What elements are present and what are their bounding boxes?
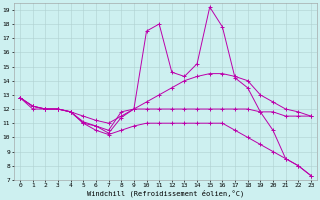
X-axis label: Windchill (Refroidissement éolien,°C): Windchill (Refroidissement éolien,°C) [87,190,244,197]
